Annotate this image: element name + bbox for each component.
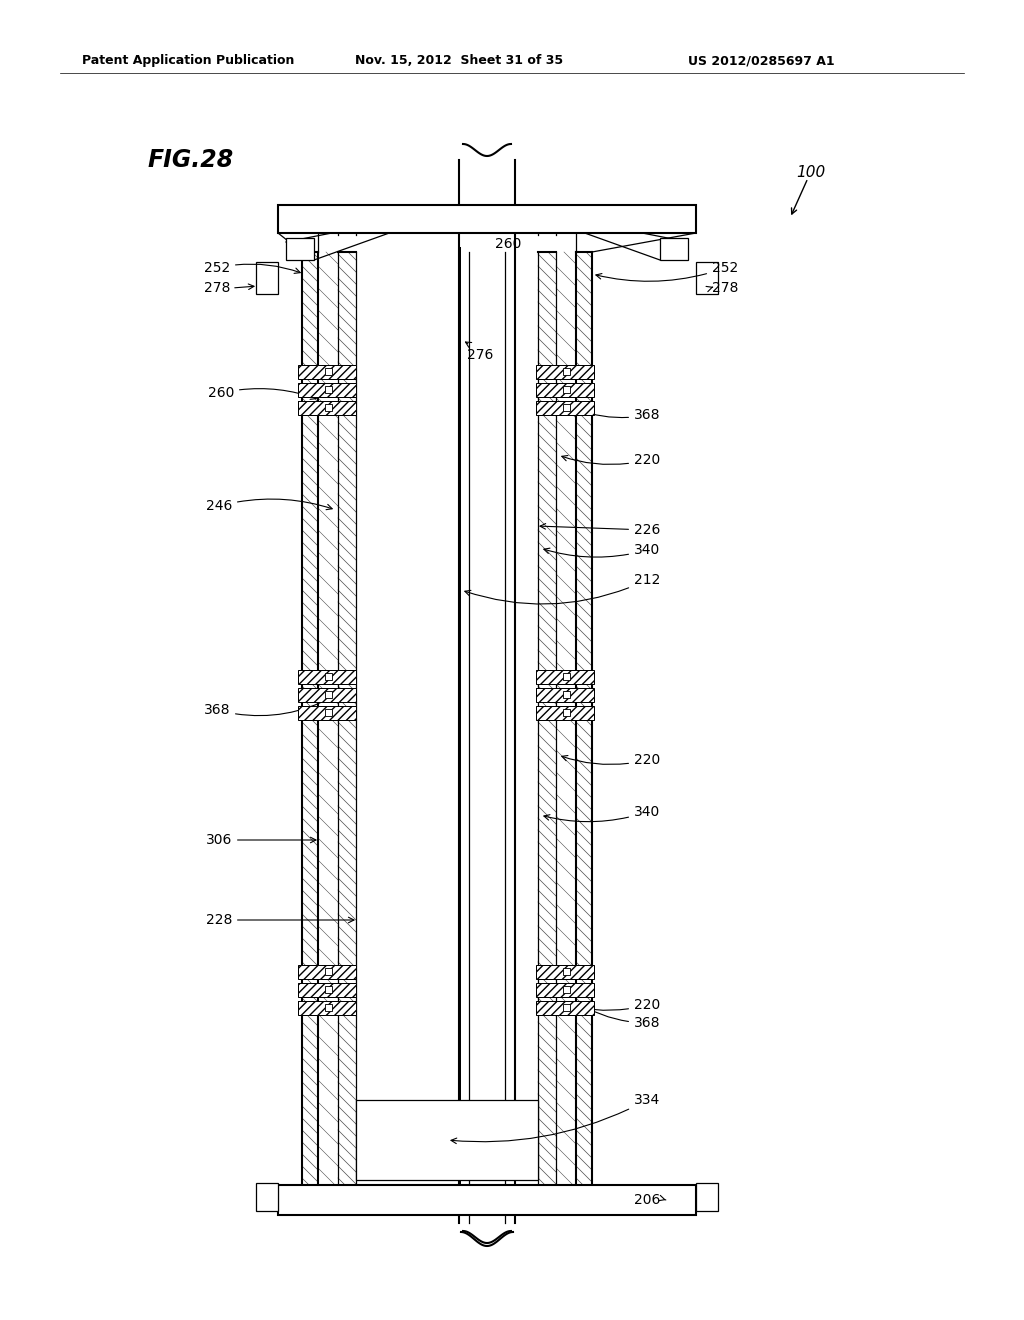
Bar	[563, 1005, 570, 1011]
Bar	[536, 983, 594, 997]
Bar	[536, 383, 594, 397]
Bar	[536, 1001, 594, 1015]
Bar	[536, 706, 594, 719]
Bar	[563, 673, 570, 680]
Text: 340: 340	[544, 543, 660, 557]
Bar	[325, 404, 332, 411]
Text: US 2012/0285697 A1: US 2012/0285697 A1	[688, 54, 835, 67]
Bar	[256, 1183, 278, 1210]
Bar	[278, 1185, 696, 1214]
Bar	[325, 986, 332, 993]
Bar	[660, 238, 688, 260]
Text: 334: 334	[451, 1093, 660, 1143]
Bar	[298, 983, 356, 997]
Bar	[325, 385, 332, 393]
Bar	[298, 1001, 356, 1015]
Bar	[563, 709, 570, 715]
Bar	[563, 385, 570, 393]
Text: 226: 226	[540, 523, 660, 537]
Bar	[536, 671, 594, 684]
Bar	[325, 368, 332, 375]
Text: 368: 368	[578, 408, 660, 422]
Bar	[325, 1005, 332, 1011]
Text: 306: 306	[206, 833, 316, 847]
Bar	[536, 965, 594, 979]
Bar	[696, 1183, 718, 1210]
Bar	[563, 986, 570, 993]
Bar	[325, 690, 332, 698]
Bar	[325, 709, 332, 715]
Bar	[298, 401, 356, 414]
Bar	[536, 401, 594, 414]
Text: 206: 206	[634, 1193, 666, 1206]
Bar	[536, 383, 594, 397]
Bar	[298, 983, 356, 997]
Bar	[325, 968, 332, 975]
Bar	[298, 671, 356, 684]
Bar	[298, 1001, 356, 1015]
Bar	[298, 688, 356, 702]
Bar	[298, 366, 356, 379]
Text: 220: 220	[562, 998, 660, 1012]
Bar	[286, 238, 314, 260]
Text: 260: 260	[208, 385, 316, 400]
Text: FIG.28: FIG.28	[148, 148, 234, 172]
Text: 100: 100	[796, 165, 825, 180]
Bar	[298, 706, 356, 719]
Text: Nov. 15, 2012  Sheet 31 of 35: Nov. 15, 2012 Sheet 31 of 35	[355, 54, 563, 67]
Bar	[278, 205, 696, 234]
Bar	[536, 983, 594, 997]
Bar	[536, 688, 594, 702]
Bar	[536, 366, 594, 379]
Text: 260: 260	[495, 238, 521, 251]
Text: 252: 252	[596, 261, 738, 281]
Bar	[696, 261, 718, 294]
Text: 278: 278	[712, 281, 738, 294]
Text: 220: 220	[562, 453, 660, 467]
Bar	[356, 1100, 538, 1180]
Text: 220: 220	[562, 752, 660, 767]
Text: 252: 252	[204, 261, 300, 275]
Bar	[298, 383, 356, 397]
Bar	[536, 965, 594, 979]
Bar	[298, 401, 356, 414]
Text: 368: 368	[204, 697, 333, 717]
Bar	[536, 688, 594, 702]
Bar	[256, 261, 278, 294]
Bar	[298, 965, 356, 979]
Bar	[298, 965, 356, 979]
Text: 246: 246	[206, 499, 332, 513]
Bar	[563, 690, 570, 698]
Bar	[536, 401, 594, 414]
Text: Patent Application Publication: Patent Application Publication	[82, 54, 294, 67]
Bar	[536, 671, 594, 684]
Bar	[536, 706, 594, 719]
Bar	[325, 673, 332, 680]
Text: 278: 278	[204, 281, 230, 294]
Text: 212: 212	[465, 573, 660, 605]
Bar	[298, 688, 356, 702]
Bar	[298, 383, 356, 397]
Text: 368: 368	[578, 1002, 660, 1030]
Bar	[563, 968, 570, 975]
Text: 276: 276	[466, 342, 494, 362]
Bar	[563, 368, 570, 375]
Bar	[298, 366, 356, 379]
Bar	[298, 706, 356, 719]
Bar	[536, 366, 594, 379]
Bar	[298, 671, 356, 684]
Bar	[563, 404, 570, 411]
Text: 340: 340	[544, 805, 660, 821]
Bar	[536, 1001, 594, 1015]
Text: 228: 228	[206, 913, 354, 927]
